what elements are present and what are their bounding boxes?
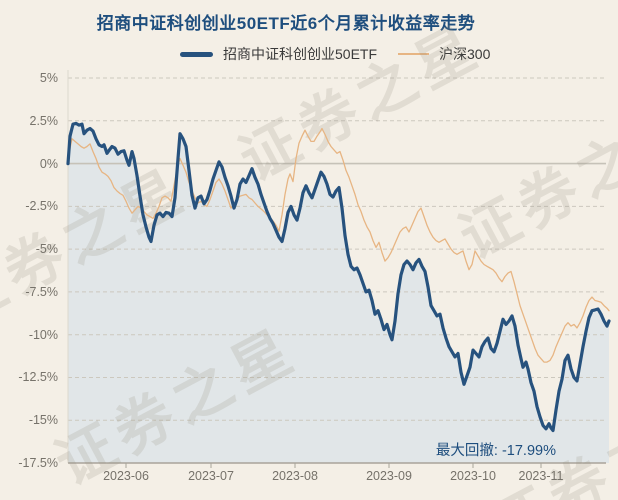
y-axis-label: -5% [35, 242, 58, 257]
y-axis-label: -12.5% [18, 370, 58, 385]
x-axis-label: 2023-11 [518, 469, 564, 483]
etf-line-swatch-icon [180, 51, 213, 57]
site-watermark: 证券之星 [449, 90, 618, 272]
x-axis-label: 2023-09 [366, 469, 412, 483]
y-axis-label: -10% [28, 327, 58, 342]
legend-label-hs300: 沪深300 [439, 46, 491, 62]
y-axis-label: -15% [28, 413, 58, 428]
legend-label-etf: 招商中证科创创业50ETF [223, 46, 378, 62]
y-axis-label: 2.5% [29, 113, 59, 128]
x-axis-label: 2023-07 [188, 469, 234, 483]
y-axis-label: 0% [39, 156, 58, 171]
hs300-series-line [67, 127, 610, 363]
x-axis-label: 2023-10 [450, 469, 496, 483]
x-axis-label: 2023-08 [272, 469, 318, 483]
etf-area-fill [68, 123, 609, 464]
legend-item-etf: 招商中证科创创业50ETF [180, 44, 377, 64]
y-axis-label: -17.5% [18, 456, 58, 471]
chart-title: 招商中证科创创业50ETF近6个月累计收益率走势 [96, 14, 476, 33]
x-axis-label: 2023-06 [103, 469, 149, 483]
max-drawdown-annotation: 最大回撤: -17.99% [435, 443, 556, 459]
y-axis-label: 5% [39, 71, 58, 86]
chart-legend: 招商中证科创创业50ETF 沪深300 [0, 44, 618, 64]
y-axis-label: -7.5% [25, 284, 58, 299]
etf-series-line [66, 121, 611, 433]
hs300-line-swatch-icon [398, 53, 429, 55]
y-axis-label: -2.5% [25, 199, 58, 214]
legend-item-hs300: 沪深300 [398, 44, 490, 64]
